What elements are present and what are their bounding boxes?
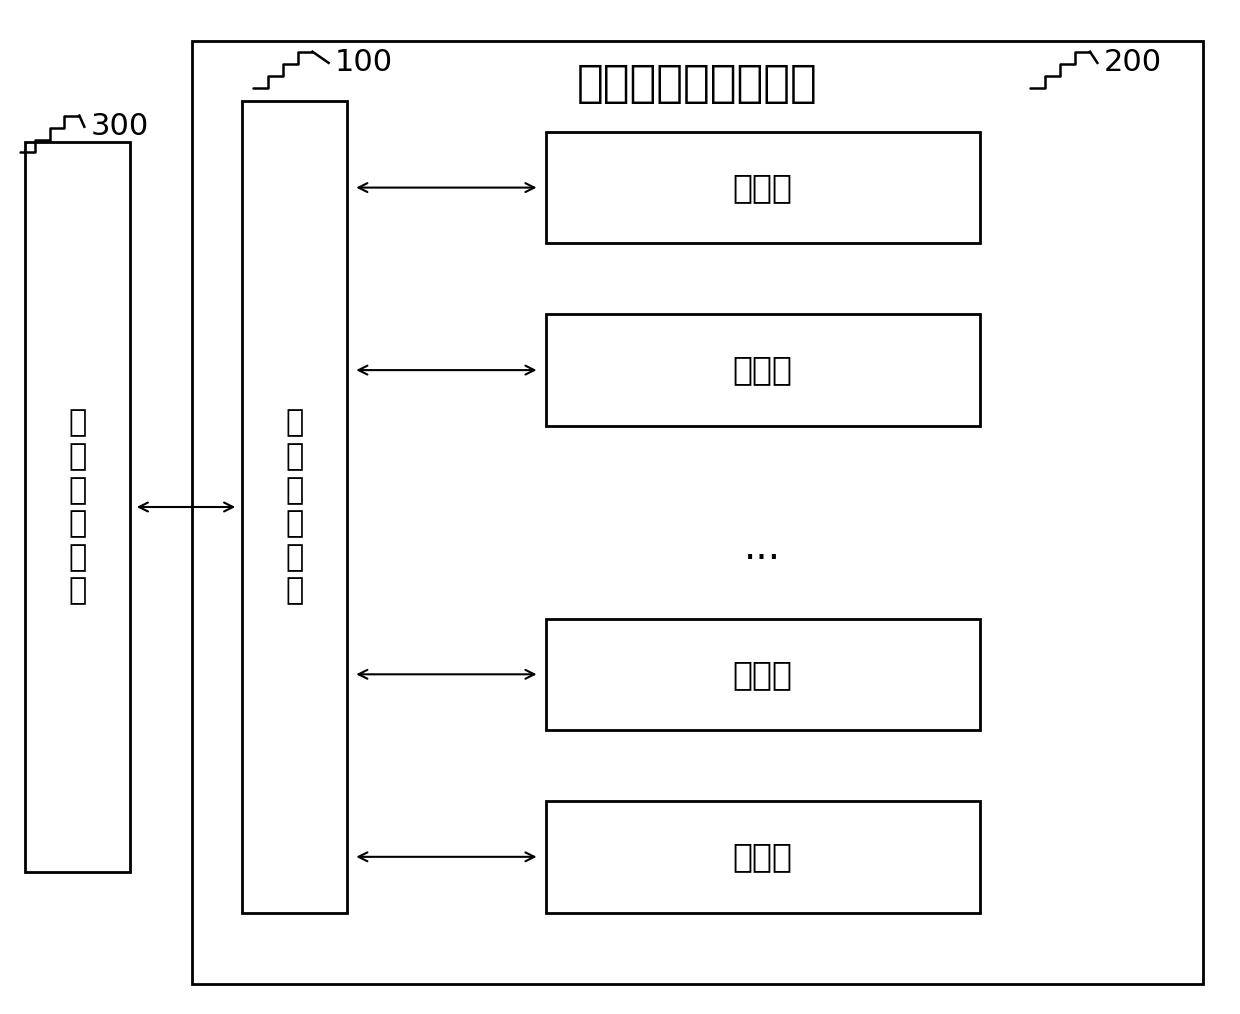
Bar (546, 619, 980, 730)
Bar (192, 41, 1203, 984)
Text: 视
联
网
服
务
器: 视 联 网 服 务 器 (68, 409, 87, 605)
Text: 200: 200 (1104, 49, 1162, 77)
Bar (25, 142, 130, 872)
Text: 300: 300 (91, 113, 149, 141)
Text: 处理卡: 处理卡 (733, 354, 792, 386)
Text: 网
络
总
线
底
板: 网 络 总 线 底 板 (285, 409, 304, 605)
Text: 多媒体数据处理装置: 多媒体数据处理装置 (577, 62, 818, 104)
Text: 处理卡: 处理卡 (733, 171, 792, 204)
Text: 处理卡: 处理卡 (733, 841, 792, 873)
Text: 100: 100 (335, 49, 393, 77)
Bar (242, 101, 347, 913)
Bar (546, 801, 980, 913)
Bar (546, 314, 980, 426)
Text: ...: ... (744, 528, 781, 567)
Text: 处理卡: 处理卡 (733, 658, 792, 691)
Bar (546, 132, 980, 243)
